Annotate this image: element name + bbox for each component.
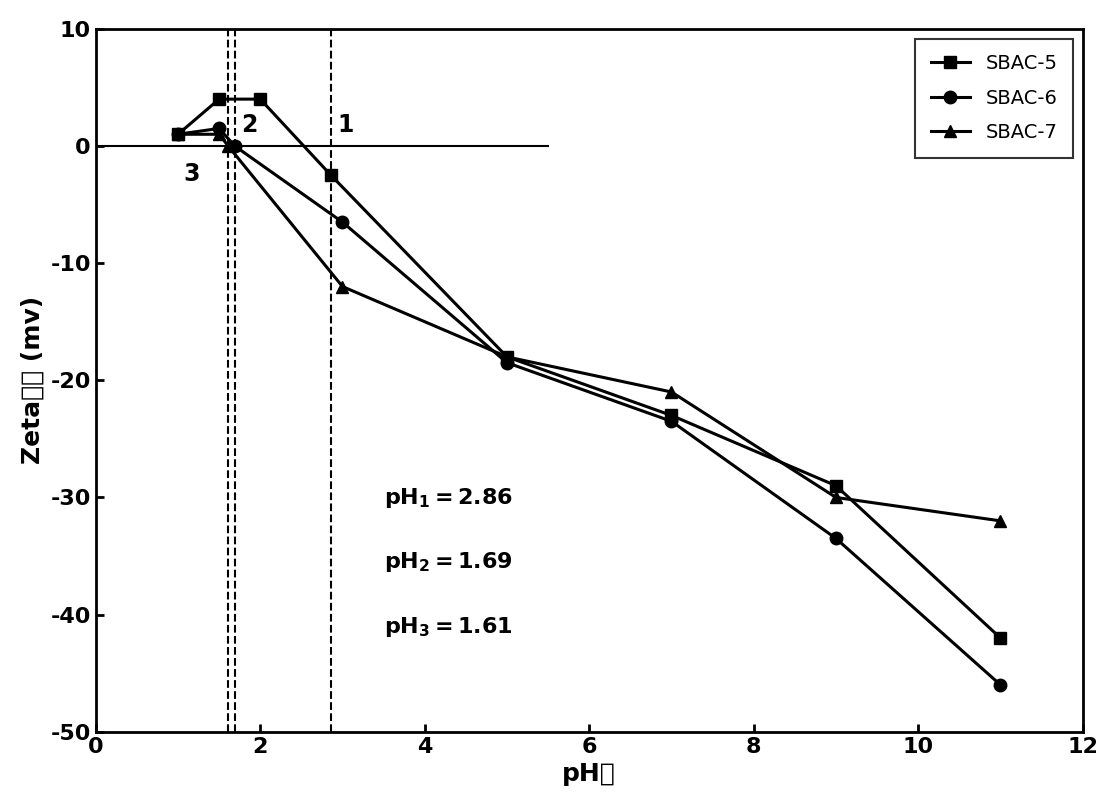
SBAC-5 <box>325 170 338 180</box>
Text: 3: 3 <box>182 162 199 186</box>
SBAC-6 <box>171 129 185 139</box>
SBAC-7 <box>829 492 843 502</box>
SBAC-5 <box>829 481 843 491</box>
Text: 2: 2 <box>242 113 257 137</box>
SBAC-7 <box>994 516 1007 525</box>
SBAC-6 <box>213 123 226 133</box>
SBAC-5 <box>171 129 185 139</box>
SBAC-5 <box>665 411 678 420</box>
SBAC-5 <box>500 352 514 362</box>
SBAC-7 <box>213 129 226 139</box>
X-axis label: pH値: pH値 <box>563 762 617 786</box>
SBAC-5 <box>213 94 226 104</box>
SBAC-6 <box>994 680 1007 690</box>
SBAC-5 <box>254 94 267 104</box>
SBAC-7 <box>222 141 235 151</box>
Line: SBAC-7: SBAC-7 <box>171 128 1007 527</box>
SBAC-6 <box>228 141 242 151</box>
Legend: SBAC-5, SBAC-6, SBAC-7: SBAC-5, SBAC-6, SBAC-7 <box>915 39 1073 158</box>
Text: $\mathbf{pH_2=1.69}$: $\mathbf{pH_2=1.69}$ <box>384 550 513 574</box>
Text: $\mathbf{pH_3=1.61}$: $\mathbf{pH_3=1.61}$ <box>384 615 513 638</box>
SBAC-5 <box>994 633 1007 643</box>
SBAC-7 <box>171 129 185 139</box>
Line: SBAC-6: SBAC-6 <box>171 122 1007 691</box>
SBAC-6 <box>665 416 678 426</box>
Text: $\mathbf{pH_1=2.86}$: $\mathbf{pH_1=2.86}$ <box>384 486 513 510</box>
SBAC-7 <box>336 282 349 291</box>
Y-axis label: Zeta电位 (mv): Zeta电位 (mv) <box>21 296 45 464</box>
Text: 1: 1 <box>338 113 354 137</box>
SBAC-7 <box>500 352 514 362</box>
SBAC-6 <box>336 217 349 227</box>
SBAC-6 <box>500 358 514 367</box>
Line: SBAC-5: SBAC-5 <box>171 93 1007 644</box>
SBAC-6 <box>829 533 843 543</box>
SBAC-7 <box>665 387 678 397</box>
